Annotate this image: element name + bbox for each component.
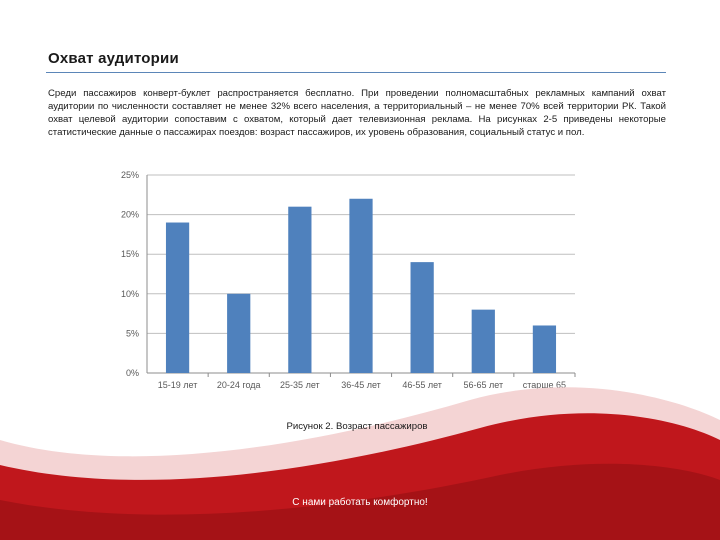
y-tick-label: 25% <box>121 170 139 180</box>
x-tick-label: 46-55 лет <box>402 380 442 390</box>
swoosh-dark-band <box>0 463 720 540</box>
x-tick-label: 15-19 лет <box>158 380 198 390</box>
x-tick-label: 56-65 лет <box>463 380 503 390</box>
intro-paragraph: Среди пассажиров конверт-буклет распрост… <box>48 88 666 138</box>
bar <box>227 293 251 373</box>
x-tick-label: 25-35 лет <box>280 380 320 390</box>
slide-title: Охват аудитории <box>48 50 179 67</box>
chart-canvas: 0% 5% 10% 15% 20% 25% 15-19 лет 20-24 года 25-35… <box>121 170 576 401</box>
x-tick-label: 36-45 лет <box>341 380 381 390</box>
bar <box>349 198 373 373</box>
figure-caption: Рисунок 2. Возраст пассажиров <box>286 421 428 432</box>
x-tick-label: 20-24 года <box>217 380 261 390</box>
footer-slogan: С нами работать комфортно! <box>292 497 428 508</box>
bar <box>165 222 190 373</box>
footer-swoosh <box>0 387 720 540</box>
y-tick-label: 0% <box>126 368 139 378</box>
title-divider <box>46 72 666 73</box>
y-tick-label: 5% <box>126 328 139 338</box>
bar <box>471 309 495 373</box>
bar <box>410 262 434 373</box>
y-tick-label: 15% <box>121 249 139 259</box>
bar <box>532 325 557 373</box>
y-tick-label: 20% <box>121 210 139 220</box>
bar <box>288 206 312 373</box>
age-bar-chart: 0% 5% 10% 15% 20% 25% 15-19 лет 20-24 года 25-35… <box>95 165 595 415</box>
y-tick-label: 10% <box>121 289 139 299</box>
